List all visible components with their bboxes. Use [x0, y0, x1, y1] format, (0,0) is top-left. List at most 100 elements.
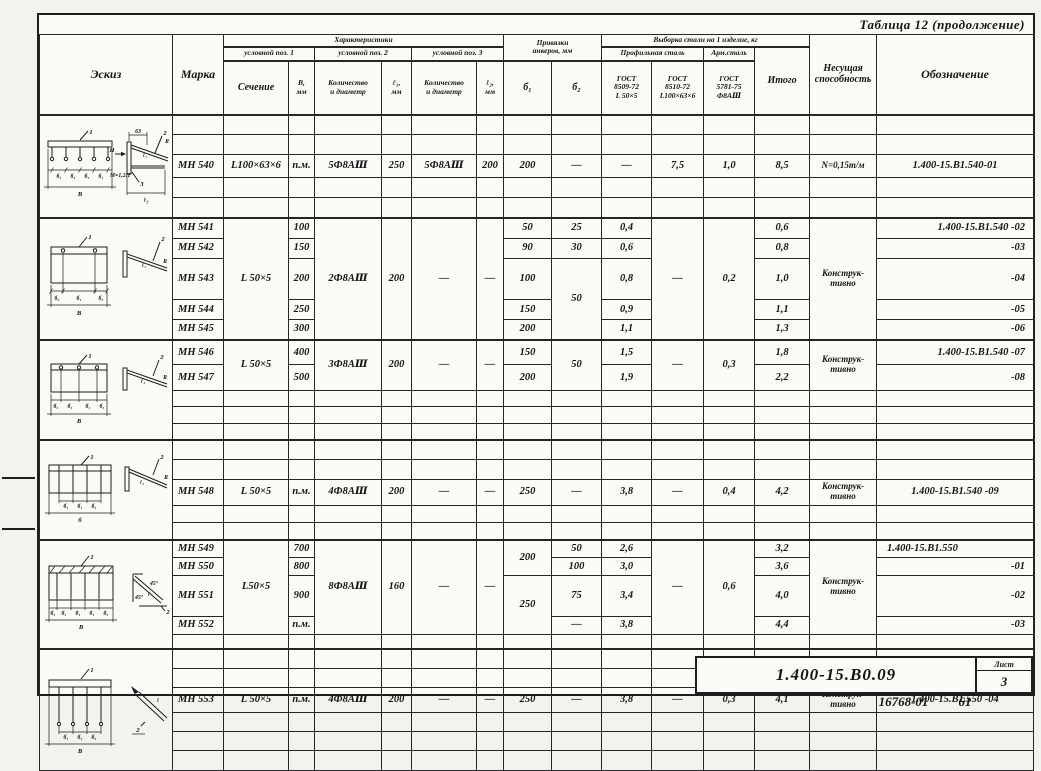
total-cell	[754, 731, 811, 752]
gost-8509-cell	[601, 406, 653, 424]
b1-cell: 50	[503, 217, 552, 239]
b1-cell	[503, 439, 552, 461]
header-sechenie: Сечение	[223, 60, 289, 116]
designation-cell: -08	[876, 364, 1035, 391]
qty-diameter-pos2-cell: 4Ф8АⅢ	[314, 686, 382, 713]
header-row-3: Сечение В, мм Количество и диаметр ℓ₁, м…	[40, 60, 1034, 116]
qty-diameter-pos3-cell	[411, 389, 477, 408]
total-cell: 4,4	[754, 615, 811, 635]
designation-cell	[876, 197, 1035, 219]
table-row	[40, 459, 1035, 480]
b1-cell: 200	[503, 364, 552, 391]
marka-cell	[172, 389, 224, 408]
total-cell: 1,1	[754, 299, 811, 320]
footer-sheet: 61	[958, 694, 972, 709]
svg-text:б₁: б₁	[76, 295, 81, 302]
gost-8510-cell: —	[651, 478, 705, 506]
marka-cell: МН 541	[172, 217, 224, 239]
table-row: МН 547 500 200 1,9 2,2 -08	[40, 364, 1035, 391]
marka-cell	[172, 422, 224, 441]
doc-number: 16768-01	[878, 694, 929, 709]
svg-text:б₂: б₂	[98, 295, 103, 302]
gost-8509-cell	[601, 389, 653, 408]
svg-text:б₁: б₁	[75, 610, 80, 617]
section-cell	[223, 731, 289, 752]
l2-cell	[476, 633, 504, 650]
width-b-cell	[288, 459, 315, 480]
designation-cell	[876, 750, 1035, 771]
total-cell	[754, 711, 811, 733]
gost-8510-cell: —	[651, 217, 705, 340]
drawing-frame: Таблица 12 (продолжение) Эскиз Марка Хар…	[37, 13, 1035, 771]
b2-cell: 75	[550, 575, 603, 617]
designation-cell: -01	[876, 557, 1035, 576]
table-row	[40, 711, 1035, 733]
qty-diameter-pos2-cell	[314, 406, 382, 424]
section-cell: L100×63×6	[223, 154, 289, 179]
marka-cell: МН 540	[172, 154, 224, 179]
section-cell	[223, 422, 289, 441]
b1-cell	[503, 647, 552, 669]
table-row: МН 550 800 100 3,0 3,6 -01	[40, 557, 1035, 576]
gost-8509-cell	[601, 647, 653, 669]
b2-cell: —	[550, 686, 603, 713]
gost-5781-cell: 1,0	[703, 154, 756, 179]
b2-cell: 25	[550, 217, 603, 239]
svg-text:В: В	[76, 748, 82, 755]
l1-cell	[381, 134, 412, 156]
l1-cell: 160	[381, 538, 412, 635]
table-row	[40, 389, 1035, 408]
gost-8509-cell	[601, 731, 653, 752]
qty-diameter-pos3-cell	[411, 647, 477, 669]
capacity-cell	[809, 113, 878, 136]
width-b-cell	[288, 667, 315, 688]
qty-diameter-pos3-cell	[411, 731, 477, 752]
capacity-cell: Конструк- тивно	[809, 338, 878, 391]
marka-cell	[172, 750, 224, 771]
marka-cell	[172, 197, 224, 219]
gost-8509-cell	[601, 113, 653, 136]
gost-8510-cell	[651, 504, 705, 523]
svg-text:М=1,2Н: М=1,2Н	[108, 173, 130, 179]
capacity-cell: Конструк- тивно	[809, 538, 878, 635]
l1-cell	[381, 521, 412, 541]
marka-cell	[172, 667, 224, 688]
b1-cell	[503, 633, 552, 650]
b2-cell: 50	[550, 338, 603, 391]
gost-8510-cell: —	[651, 538, 705, 635]
total-cell: 4,0	[754, 575, 811, 617]
scanned-sheet: { "title": "Таблица 12 (продолжение)", "…	[2, 13, 1035, 771]
width-b-cell	[288, 504, 315, 523]
designation-cell: -06	[876, 319, 1035, 340]
gost-8510-cell	[651, 439, 705, 461]
total-cell: 0,6	[754, 217, 811, 239]
b2-cell: —	[550, 478, 603, 506]
capacity-cell	[809, 750, 878, 771]
qty-diameter-pos2-cell	[314, 633, 382, 650]
header-b-mm: В, мм	[288, 60, 315, 116]
svg-text:ℓ: ℓ	[147, 592, 150, 598]
svg-text:б₂: б₂	[54, 295, 59, 302]
svg-text:45°: 45°	[133, 594, 143, 601]
qty-diameter-pos2-cell: 5Ф8АⅢ	[314, 154, 382, 179]
header-profilnaya: Профильная сталь	[601, 46, 705, 62]
qty-diameter-pos2-cell	[314, 711, 382, 733]
l1-cell	[381, 422, 412, 441]
section-cell	[223, 504, 289, 523]
table-row: МН 540 L100×63×6 п.м. 5Ф8АⅢ 250 5Ф8АⅢ 200 200— —…	[40, 154, 1035, 179]
table-row	[40, 197, 1035, 219]
header-l1-mm: ℓ₁, мм	[381, 60, 412, 116]
width-b-cell: п.м.	[288, 478, 315, 506]
width-b-cell	[288, 134, 315, 156]
width-b-cell: п.м.	[288, 154, 315, 179]
designation-cell	[876, 134, 1035, 156]
marka-cell: МН 545	[172, 319, 224, 340]
designation-cell: -02	[876, 575, 1035, 617]
qty-diameter-pos3-cell: —	[411, 478, 477, 506]
marka-cell: МН 544	[172, 299, 224, 320]
l1-cell	[381, 177, 412, 199]
qty-diameter-pos2-cell: 4Ф8АⅢ	[314, 478, 382, 506]
svg-text:ℓ₁: ℓ₁	[140, 379, 145, 385]
gost-8509-cell	[601, 177, 653, 199]
gost-8510-cell	[651, 113, 705, 136]
